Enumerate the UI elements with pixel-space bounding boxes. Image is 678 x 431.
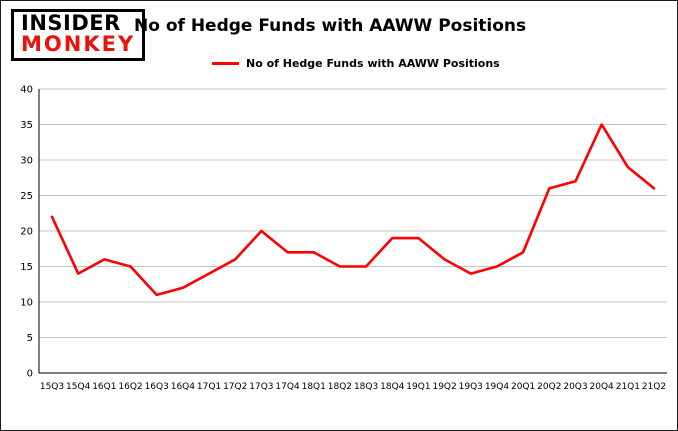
x-tick-label: 20Q4: [590, 382, 615, 392]
x-tick-label: 16Q2: [118, 382, 142, 392]
x-tick-label: 18Q1: [302, 382, 326, 392]
x-tick-label: 21Q2: [642, 382, 666, 392]
x-tick-label: 19Q1: [406, 382, 430, 392]
y-tick-label: 0: [27, 369, 33, 380]
x-tick-label: 18Q2: [328, 382, 352, 392]
x-tick-label: 17Q2: [223, 382, 247, 392]
chart-title: No of Hedge Funds with AAWW Positions: [134, 16, 527, 36]
line-chart: 0 5 10 15 20 25 30 35 40 15Q3 15Q4 16Q1 16Q2 16Q3 16Q4…: [20, 85, 667, 392]
legend-line-swatch: [212, 62, 239, 65]
x-tick-label: 15Q4: [66, 382, 91, 392]
x-tick-label: 18Q4: [380, 382, 405, 392]
x-tick-label: 17Q4: [275, 382, 300, 392]
logo-line-monkey: MONKEY: [21, 32, 136, 57]
legend: No of Hedge Funds with AAWW Positions: [212, 57, 500, 70]
series-line: [50, 123, 656, 297]
x-tick-label: 21Q1: [616, 382, 640, 392]
y-tick-label: 5: [27, 333, 33, 344]
x-tick-label: 20Q3: [563, 382, 587, 392]
x-tick-label: 16Q1: [92, 382, 116, 392]
x-tick-label: 15Q3: [40, 382, 64, 392]
y-tick-label: 10: [20, 298, 33, 309]
legend-label: No of Hedge Funds with AAWW Positions: [246, 57, 500, 70]
x-tick-label: 17Q1: [197, 382, 221, 392]
x-tick-label: 16Q3: [145, 382, 169, 392]
insider-monkey-logo: INSIDER MONKEY: [11, 9, 146, 61]
x-tick-label: 19Q2: [432, 382, 456, 392]
x-tick-label: 17Q3: [249, 382, 273, 392]
x-tick-label: 18Q3: [354, 382, 378, 392]
x-tick-label: 20Q1: [511, 382, 535, 392]
y-tick-label: 35: [20, 120, 33, 131]
y-tick-label: 15: [20, 262, 33, 273]
y-tick-label: 20: [20, 227, 33, 238]
x-tick-label: 19Q3: [459, 382, 483, 392]
x-tick-label: 19Q4: [485, 382, 510, 392]
x-tick-label: 20Q2: [537, 382, 561, 392]
y-tick-label: 30: [20, 156, 33, 167]
x-tick-label: 16Q4: [171, 382, 196, 392]
logo-line-insider: INSIDER: [21, 11, 121, 35]
y-tick-label: 40: [20, 85, 33, 96]
y-tick-label: 25: [20, 191, 33, 202]
